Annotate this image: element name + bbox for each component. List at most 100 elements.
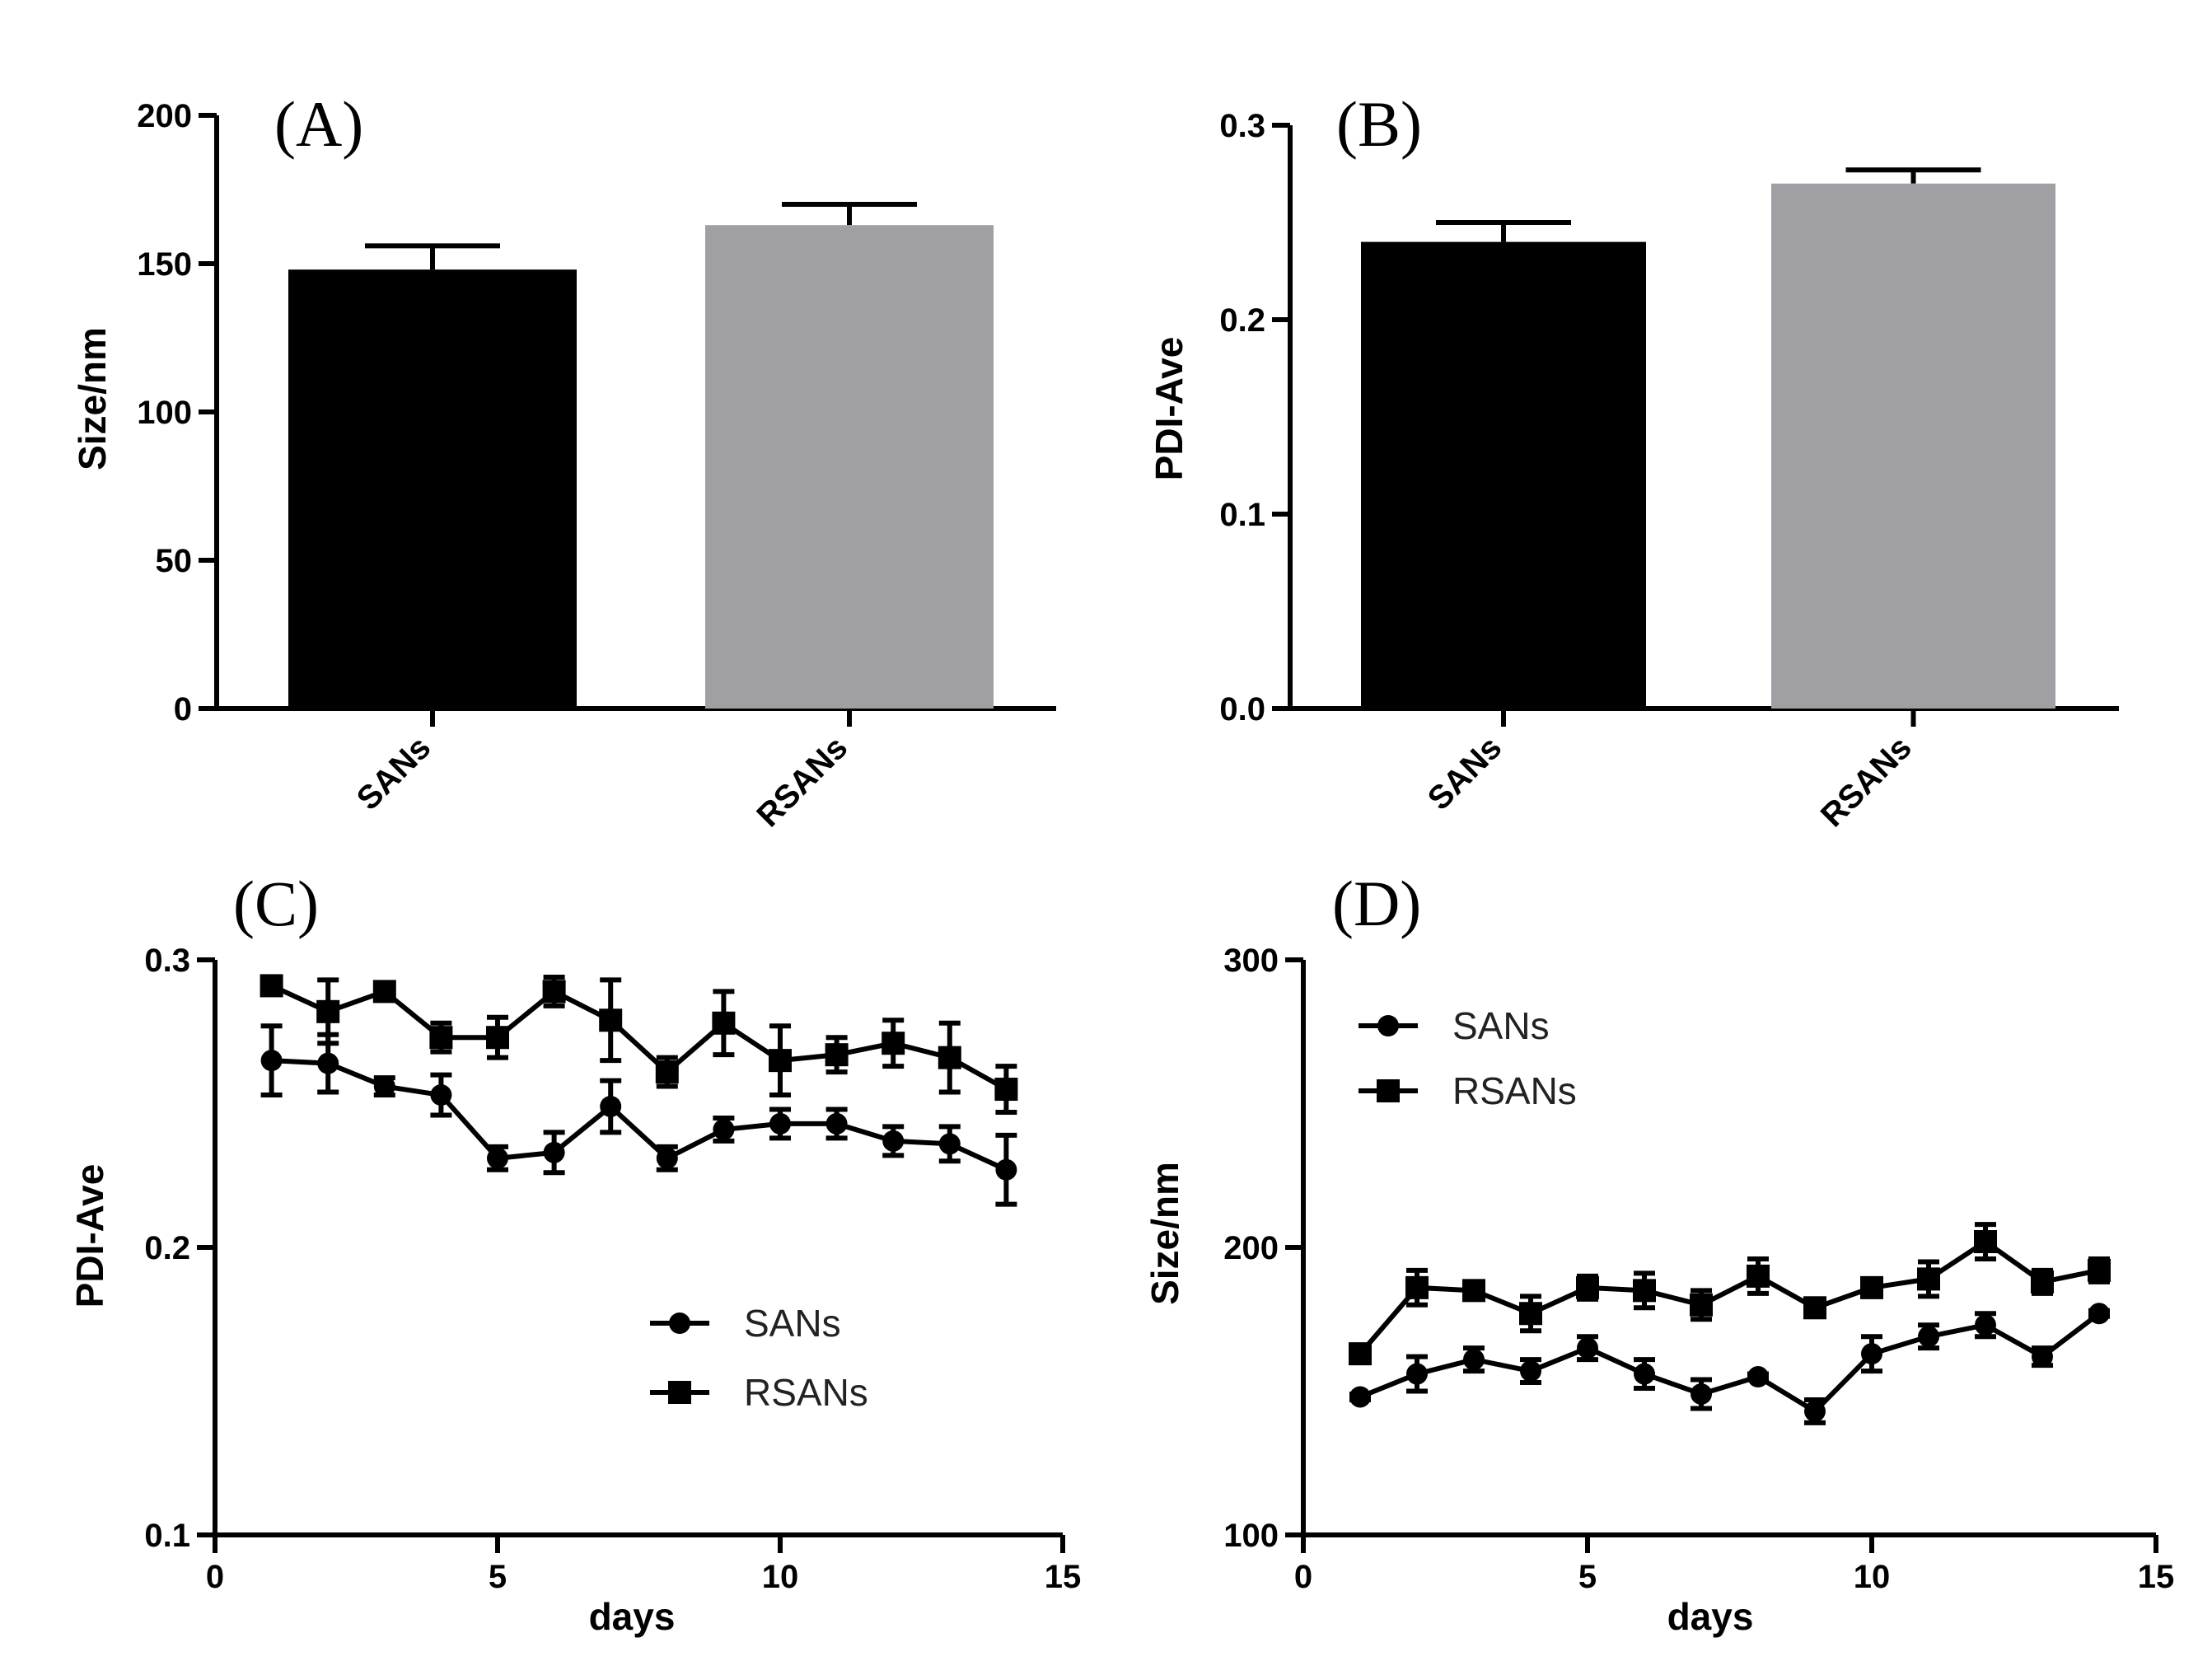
- point-sans: [600, 1095, 622, 1117]
- point-sans: [1804, 1400, 1826, 1422]
- y-tick-label: 0.2: [1219, 302, 1265, 339]
- x-tick-label: 5: [489, 1559, 507, 1595]
- y-tick-label: 0.0: [1219, 691, 1265, 728]
- y-tick-label: 0.2: [144, 1230, 190, 1266]
- point-sans: [769, 1112, 791, 1135]
- legend-marker-sans: [669, 1312, 690, 1334]
- legend-label-sans: SANs: [1452, 1004, 1550, 1047]
- panel-c-marks: 0.1 0.2 0.3 0 5 10 15 SANs RSANs: [144, 943, 1081, 1595]
- point-rsans: [1576, 1275, 1599, 1299]
- panel-b-y-axis-title: PDI-Ave: [1148, 337, 1190, 481]
- y-tick-label: 50: [156, 543, 193, 579]
- y-tick-label: 0.1: [1219, 497, 1265, 533]
- bar-rsans: [705, 225, 994, 709]
- point-rsans: [938, 1046, 961, 1069]
- point-rsans: [1860, 1275, 1883, 1299]
- legend-marker-rsans: [1377, 1079, 1400, 1102]
- legend-label-rsans: RSANs: [1452, 1069, 1577, 1112]
- point-sans: [882, 1130, 905, 1152]
- x-tick-label: 10: [762, 1559, 799, 1595]
- point-rsans: [1405, 1275, 1429, 1299]
- legend-label-rsans: RSANs: [744, 1371, 868, 1414]
- point-rsans: [1349, 1342, 1372, 1366]
- x-tick-label: 10: [1854, 1559, 1891, 1595]
- point-sans: [713, 1118, 735, 1140]
- point-sans: [487, 1147, 508, 1169]
- point-rsans: [1803, 1296, 1826, 1320]
- point-rsans: [542, 980, 566, 1004]
- point-rsans: [1519, 1302, 1542, 1326]
- category-label: SANs: [1421, 729, 1509, 817]
- y-tick-label: 100: [137, 395, 192, 431]
- point-rsans: [994, 1078, 1018, 1102]
- panel-c-label: (C): [233, 868, 319, 939]
- y-tick-label: 200: [137, 98, 192, 134]
- y-tick-label: 0: [174, 691, 192, 728]
- y-tick-label: 0.3: [144, 943, 190, 979]
- panel-a-bar-chart: (A) Size/nm 0 50 100 150 200 SANs RSANs: [71, 88, 1056, 834]
- panel-d-y-axis-title: Size/nm: [1143, 1162, 1186, 1305]
- panel-d-marks: 100 200 300 0 5 10 15 SANs RSANs: [1223, 943, 2174, 1595]
- legend-marker-rsans: [668, 1381, 691, 1404]
- legend-marker-sans: [1377, 1015, 1399, 1036]
- point-rsans: [1747, 1264, 1770, 1288]
- point-sans: [825, 1112, 848, 1135]
- point-sans: [1747, 1366, 1769, 1388]
- point-sans: [260, 1050, 283, 1072]
- panel-a-label: (A): [274, 88, 363, 160]
- panel-b-bar-chart: (B) PDI-Ave 0.0 0.1 0.2 0.3 SANs RSANs: [1148, 88, 2119, 834]
- point-rsans: [655, 1060, 679, 1084]
- y-tick-label: 300: [1223, 943, 1279, 979]
- y-tick-label: 150: [137, 246, 192, 283]
- point-sans: [1577, 1337, 1598, 1359]
- point-rsans: [316, 999, 340, 1023]
- panel-b-label: (B): [1336, 88, 1422, 160]
- point-rsans: [2031, 1270, 2054, 1294]
- panel-c-x-axis-title: days: [589, 1595, 676, 1638]
- point-rsans: [882, 1032, 905, 1055]
- point-sans: [1975, 1314, 1996, 1336]
- y-tick-label: 200: [1223, 1230, 1279, 1266]
- y-tick-label: 0.3: [1219, 108, 1265, 144]
- bar-sans: [1361, 241, 1646, 709]
- point-sans: [1918, 1326, 1939, 1348]
- point-rsans: [429, 1026, 453, 1050]
- point-rsans: [599, 1008, 623, 1032]
- bar-sans: [288, 269, 577, 709]
- point-rsans: [1690, 1293, 1713, 1317]
- panel-d-line-chart: (D) Size/nm days 100 200 300 0 5 10 15 SANs RSAN…: [1143, 868, 2174, 1638]
- x-tick-label: 15: [2138, 1559, 2175, 1595]
- point-sans: [373, 1075, 395, 1097]
- panel-a-y-axis-title: Size/nm: [71, 327, 114, 470]
- legend-label-sans: SANs: [744, 1302, 841, 1345]
- point-sans: [1349, 1386, 1371, 1408]
- point-rsans: [2088, 1258, 2111, 1282]
- point-sans: [1634, 1363, 1655, 1385]
- point-rsans: [1917, 1267, 1940, 1291]
- point-rsans: [1633, 1279, 1656, 1303]
- point-rsans: [712, 1011, 736, 1035]
- point-sans: [656, 1147, 678, 1169]
- panel-d-label: (D): [1332, 868, 1421, 939]
- point-sans: [938, 1133, 961, 1155]
- point-sans: [430, 1084, 452, 1107]
- point-sans: [2088, 1303, 2110, 1325]
- point-rsans: [825, 1043, 849, 1067]
- point-sans: [1861, 1343, 1882, 1365]
- panel-c-line-chart: (C) PDI-Ave days 0.1 0.2 0.3 0 5 10 15 SANs RSAN…: [68, 868, 1081, 1638]
- category-label: RSANs: [750, 729, 854, 834]
- point-sans: [1463, 1349, 1485, 1371]
- point-sans: [1406, 1363, 1428, 1385]
- x-tick-label: 15: [1045, 1559, 1082, 1595]
- panel-c-y-axis-title: PDI-Ave: [68, 1164, 111, 1308]
- point-sans: [2032, 1345, 2053, 1368]
- x-tick-label: 0: [206, 1559, 224, 1595]
- panel-b-marks: 0.0 0.1 0.2 0.3 SANs RSANs: [1219, 108, 2119, 834]
- bar-rsans: [1771, 183, 2055, 709]
- point-rsans: [486, 1026, 509, 1050]
- category-label: RSANs: [1814, 729, 1919, 834]
- point-sans: [1691, 1383, 1712, 1405]
- y-tick-label: 0.1: [144, 1518, 190, 1554]
- point-rsans: [260, 974, 283, 998]
- point-sans: [317, 1052, 339, 1074]
